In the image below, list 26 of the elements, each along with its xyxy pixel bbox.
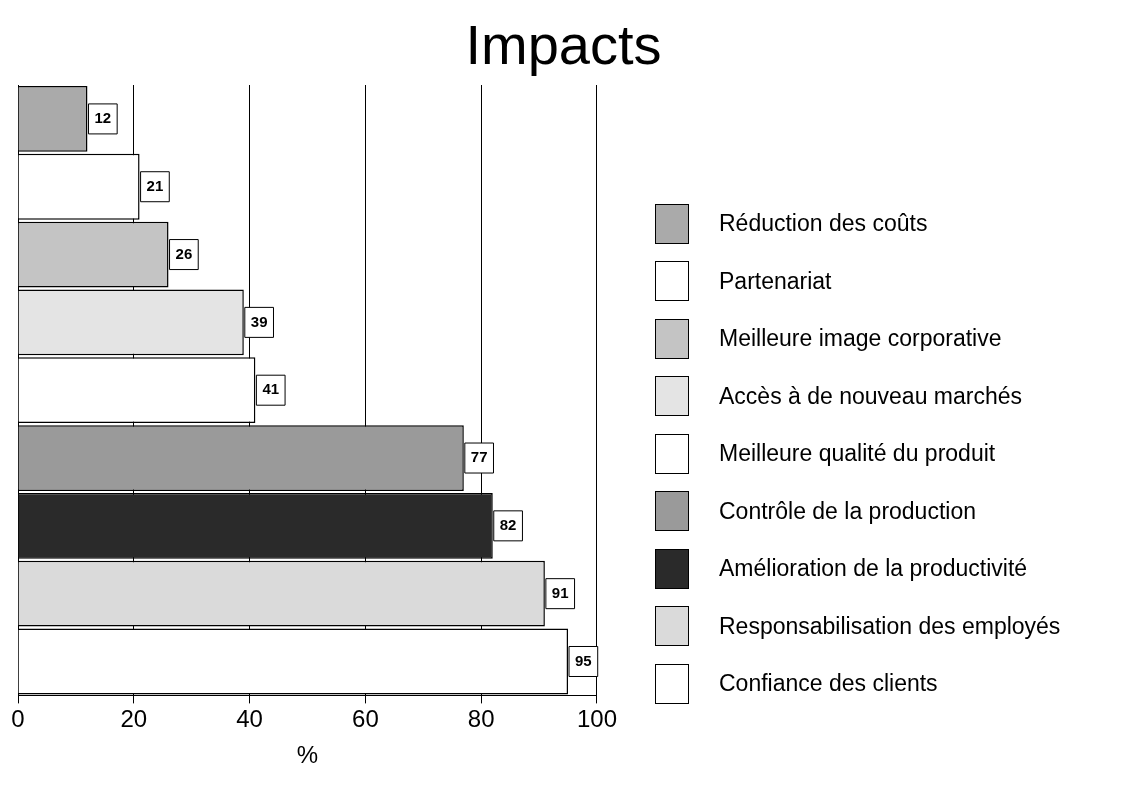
data-label: 82 <box>499 515 517 533</box>
data-label: 91 <box>551 583 569 601</box>
text: Partenariat <box>719 267 832 295</box>
x-tick-label: 40 <box>236 705 263 733</box>
data-label: 95 <box>575 651 592 669</box>
data-label: 12 <box>94 109 112 127</box>
x-tick-label: 60 <box>352 705 379 733</box>
text: Confiance des clients <box>719 670 938 698</box>
chart-title: Impacts <box>464 12 663 78</box>
data-label: 77 <box>470 448 488 466</box>
text: Meilleure qualité du produit <box>719 440 996 468</box>
data-label: 26 <box>175 244 193 262</box>
data-label: 21 <box>146 176 164 194</box>
x-axis-title: % <box>296 741 319 769</box>
x-tick-label: 100 <box>576 705 617 733</box>
data-label: 41 <box>262 380 280 398</box>
legend-label: Réduction des coûts <box>719 210 928 238</box>
legend-label: Accès à de nouveau marchés <box>719 382 1023 410</box>
data-label: 39 <box>250 312 268 330</box>
legend-label: Meilleure image corporative <box>719 325 1002 353</box>
x-tick-label: 0 <box>11 705 25 733</box>
legend-label: Contrôle de la production <box>719 497 976 525</box>
legend-label: Amélioration de la productivité <box>719 555 1028 583</box>
x-tick-label: 20 <box>120 705 148 733</box>
x-tick-label: 80 <box>467 705 495 733</box>
legend-label: Responsabilisation des employés <box>719 612 1061 640</box>
